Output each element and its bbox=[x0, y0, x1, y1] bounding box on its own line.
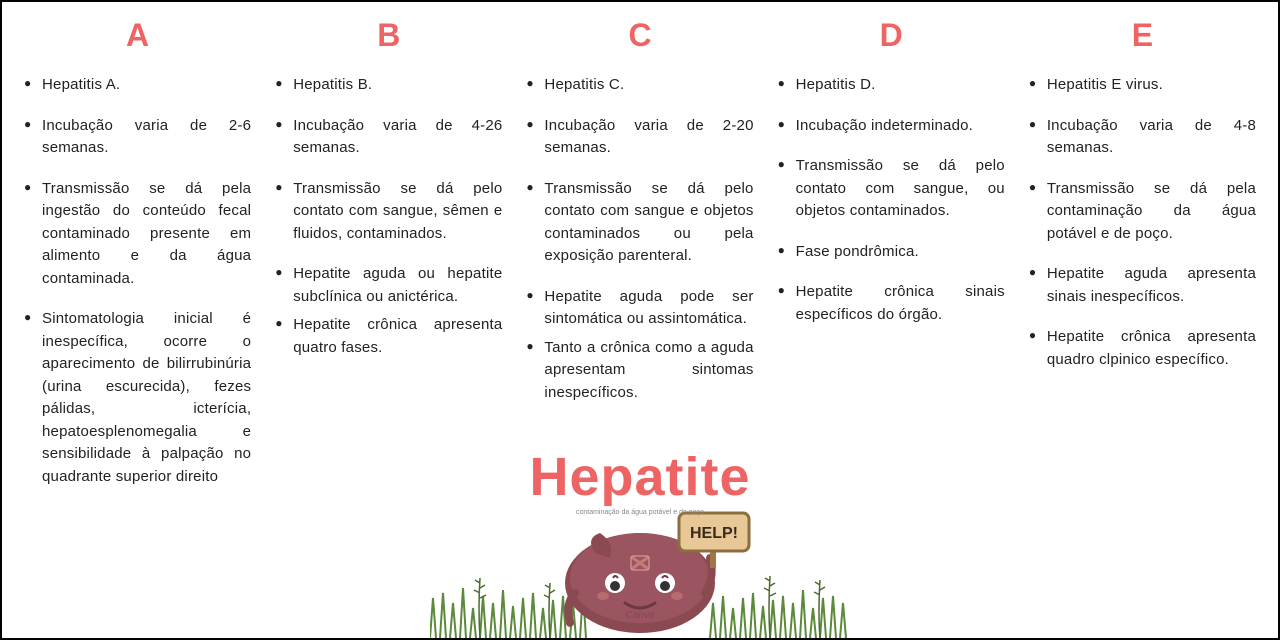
list-item: Incubação varia de 2-20 semanas. bbox=[526, 115, 753, 160]
list-item: Hepatite aguda ou hepatite subclínica ou… bbox=[275, 263, 502, 308]
list-item: Hepatite crônica apresenta quadro clpini… bbox=[1029, 326, 1256, 371]
bullet-list: Hepatitis E virus. Incubação varia de 4-… bbox=[1029, 74, 1256, 371]
list-item: Hepatitis A. bbox=[24, 74, 251, 97]
bullet-list: Hepatitis D. Incubação indeterminado. Tr… bbox=[778, 74, 1005, 326]
column-c: C Hepatitis C. Incubação varia de 2-20 s… bbox=[514, 17, 765, 623]
column-a: A Hepatitis A. Incubação varia de 2-6 se… bbox=[12, 17, 263, 623]
list-item: Transmissão se dá pela ingestão do conte… bbox=[24, 178, 251, 291]
list-item: Hepatite crônica apresenta quatro fases. bbox=[275, 314, 502, 359]
columns-container: A Hepatitis A. Incubação varia de 2-6 se… bbox=[2, 2, 1278, 638]
list-item: Hepatitis C. bbox=[526, 74, 753, 97]
list-item: Hepatitis E virus. bbox=[1029, 74, 1256, 97]
list-item: Hepatite aguda pode ser sintomática ou a… bbox=[526, 286, 753, 331]
list-item: Incubação indeterminado. bbox=[778, 115, 1005, 138]
column-header: E bbox=[1029, 17, 1256, 54]
bullet-list: Hepatitis C. Incubação varia de 2-20 sem… bbox=[526, 74, 753, 404]
column-header: B bbox=[275, 17, 502, 54]
list-item: Transmissão se dá pelo contato com sangu… bbox=[778, 155, 1005, 223]
list-item: Tanto a crônica como a aguda apresentam … bbox=[526, 337, 753, 405]
list-item: Hepatitis D. bbox=[778, 74, 1005, 97]
list-item: Hepatitis B. bbox=[275, 74, 502, 97]
column-header: D bbox=[778, 17, 1005, 54]
column-d: D Hepatitis D. Incubação indeterminado. … bbox=[766, 17, 1017, 623]
column-b: B Hepatitis B. Incubação varia de 4-26 s… bbox=[263, 17, 514, 623]
column-header: A bbox=[24, 17, 251, 54]
list-item: Transmissão se dá pela contaminação da á… bbox=[1029, 178, 1256, 246]
list-item: Sintomatologia inicial é inespecífica, o… bbox=[24, 308, 251, 488]
column-header: C bbox=[526, 17, 753, 54]
column-e: E Hepatitis E virus. Incubação varia de … bbox=[1017, 17, 1268, 623]
list-item: Hepatite aguda apresenta sinais inespecí… bbox=[1029, 263, 1256, 308]
list-item: Hepatite crônica sinais específicos do ó… bbox=[778, 281, 1005, 326]
list-item: Incubação varia de 4-8 semanas. bbox=[1029, 115, 1256, 160]
list-item: Transmissão se dá pelo contato com sangu… bbox=[275, 178, 502, 246]
list-item: Incubação varia de 2-6 semanas. bbox=[24, 115, 251, 160]
bullet-list: Hepatitis A. Incubação varia de 2-6 sema… bbox=[24, 74, 251, 488]
list-item: Incubação varia de 4-26 semanas. bbox=[275, 115, 502, 160]
list-item: Fase pondrômica. bbox=[778, 241, 1005, 264]
list-item: Transmissão se dá pelo contato com sangu… bbox=[526, 178, 753, 268]
bullet-list: Hepatitis B. Incubação varia de 4-26 sem… bbox=[275, 74, 502, 359]
